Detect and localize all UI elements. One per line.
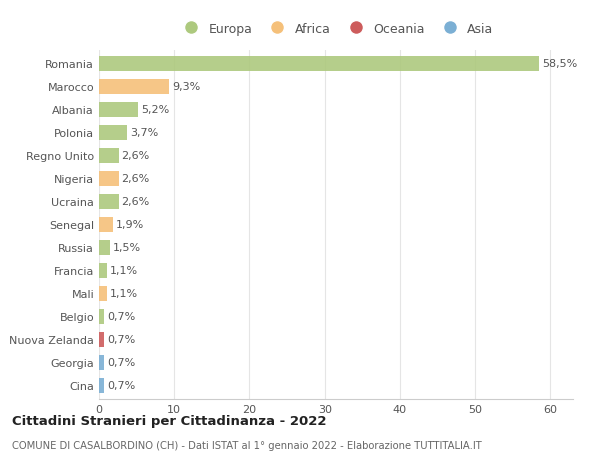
Text: 9,3%: 9,3% <box>172 82 200 92</box>
Bar <box>99 80 169 95</box>
Bar <box>99 263 107 278</box>
Bar <box>99 378 104 393</box>
Text: 58,5%: 58,5% <box>542 59 577 69</box>
Text: 1,5%: 1,5% <box>113 243 142 253</box>
Bar <box>99 57 539 72</box>
Text: COMUNE DI CASALBORDINO (CH) - Dati ISTAT al 1° gennaio 2022 - Elaborazione TUTTI: COMUNE DI CASALBORDINO (CH) - Dati ISTAT… <box>12 440 482 450</box>
Bar <box>99 103 138 118</box>
Text: 0,7%: 0,7% <box>107 358 136 368</box>
Text: 2,6%: 2,6% <box>122 197 150 207</box>
Text: 0,7%: 0,7% <box>107 381 136 391</box>
Text: 0,7%: 0,7% <box>107 312 136 322</box>
Text: 2,6%: 2,6% <box>122 174 150 184</box>
Bar <box>99 355 104 370</box>
Bar <box>99 241 110 255</box>
Bar <box>99 332 104 347</box>
Legend: Europa, Africa, Oceania, Asia: Europa, Africa, Oceania, Asia <box>173 18 499 41</box>
Text: 3,7%: 3,7% <box>130 128 158 138</box>
Text: 0,7%: 0,7% <box>107 335 136 345</box>
Text: Cittadini Stranieri per Cittadinanza - 2022: Cittadini Stranieri per Cittadinanza - 2… <box>12 414 326 427</box>
Bar <box>99 309 104 324</box>
Bar <box>99 286 107 301</box>
Text: 1,9%: 1,9% <box>116 220 145 230</box>
Bar <box>99 126 127 140</box>
Text: 2,6%: 2,6% <box>122 151 150 161</box>
Text: 5,2%: 5,2% <box>141 105 169 115</box>
Bar <box>99 195 119 209</box>
Bar <box>99 149 119 163</box>
Text: 1,1%: 1,1% <box>110 266 139 276</box>
Text: 1,1%: 1,1% <box>110 289 139 299</box>
Bar <box>99 218 113 232</box>
Bar <box>99 172 119 186</box>
